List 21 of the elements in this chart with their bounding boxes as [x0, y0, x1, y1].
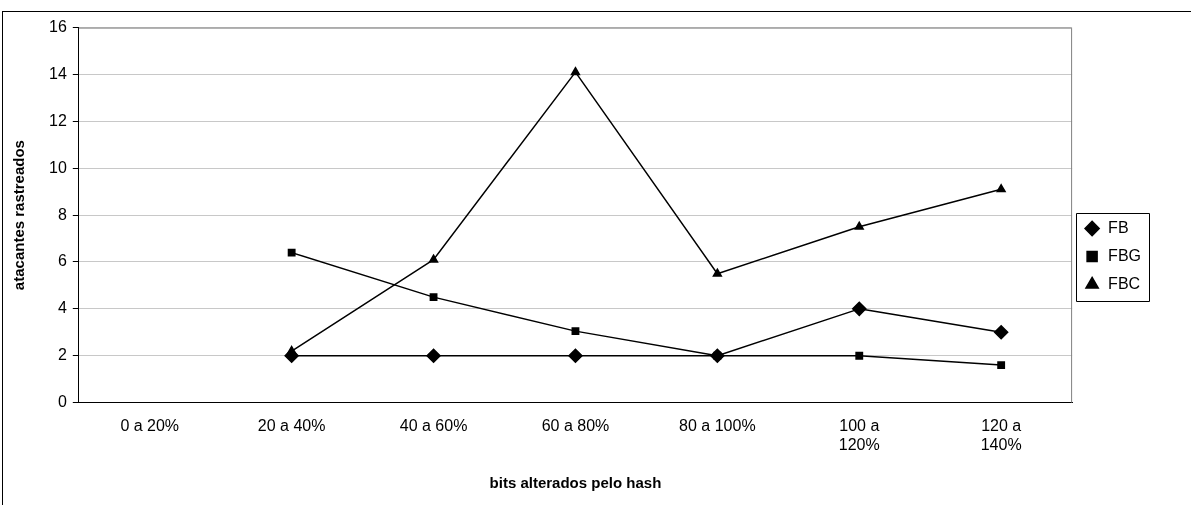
legend-label: FB	[1108, 218, 1129, 236]
legend-label: FBC	[1108, 274, 1141, 292]
x-tick-label: 120 a 140%	[980, 416, 1022, 453]
y-tick-label: 6	[57, 252, 67, 270]
x-tick-label: 80 a 100%	[679, 416, 756, 434]
y-tick-label: 14	[49, 64, 67, 82]
legend-label: FBG	[1108, 246, 1141, 264]
y-tick-label: 4	[57, 299, 67, 317]
y-axis-title: atacantes rastreados	[10, 140, 28, 291]
x-tick-label: 20 a 40%	[257, 416, 326, 434]
x-axis-title: bits alterados pelo hash	[489, 474, 662, 492]
x-tick-label: 0 a 20%	[120, 416, 180, 434]
y-tick-label: 2	[57, 346, 67, 364]
y-tick-label: 0	[57, 393, 67, 411]
x-tick-label: 100 a 120%	[838, 416, 880, 453]
x-tick-label: 60 a 80%	[541, 416, 610, 434]
y-tick-label: 10	[49, 158, 67, 176]
y-tick-label: 12	[49, 111, 67, 129]
y-tick-label: 8	[57, 205, 67, 223]
y-tick-label: 16	[49, 18, 67, 36]
x-tick-label: 40 a 60%	[399, 416, 468, 434]
